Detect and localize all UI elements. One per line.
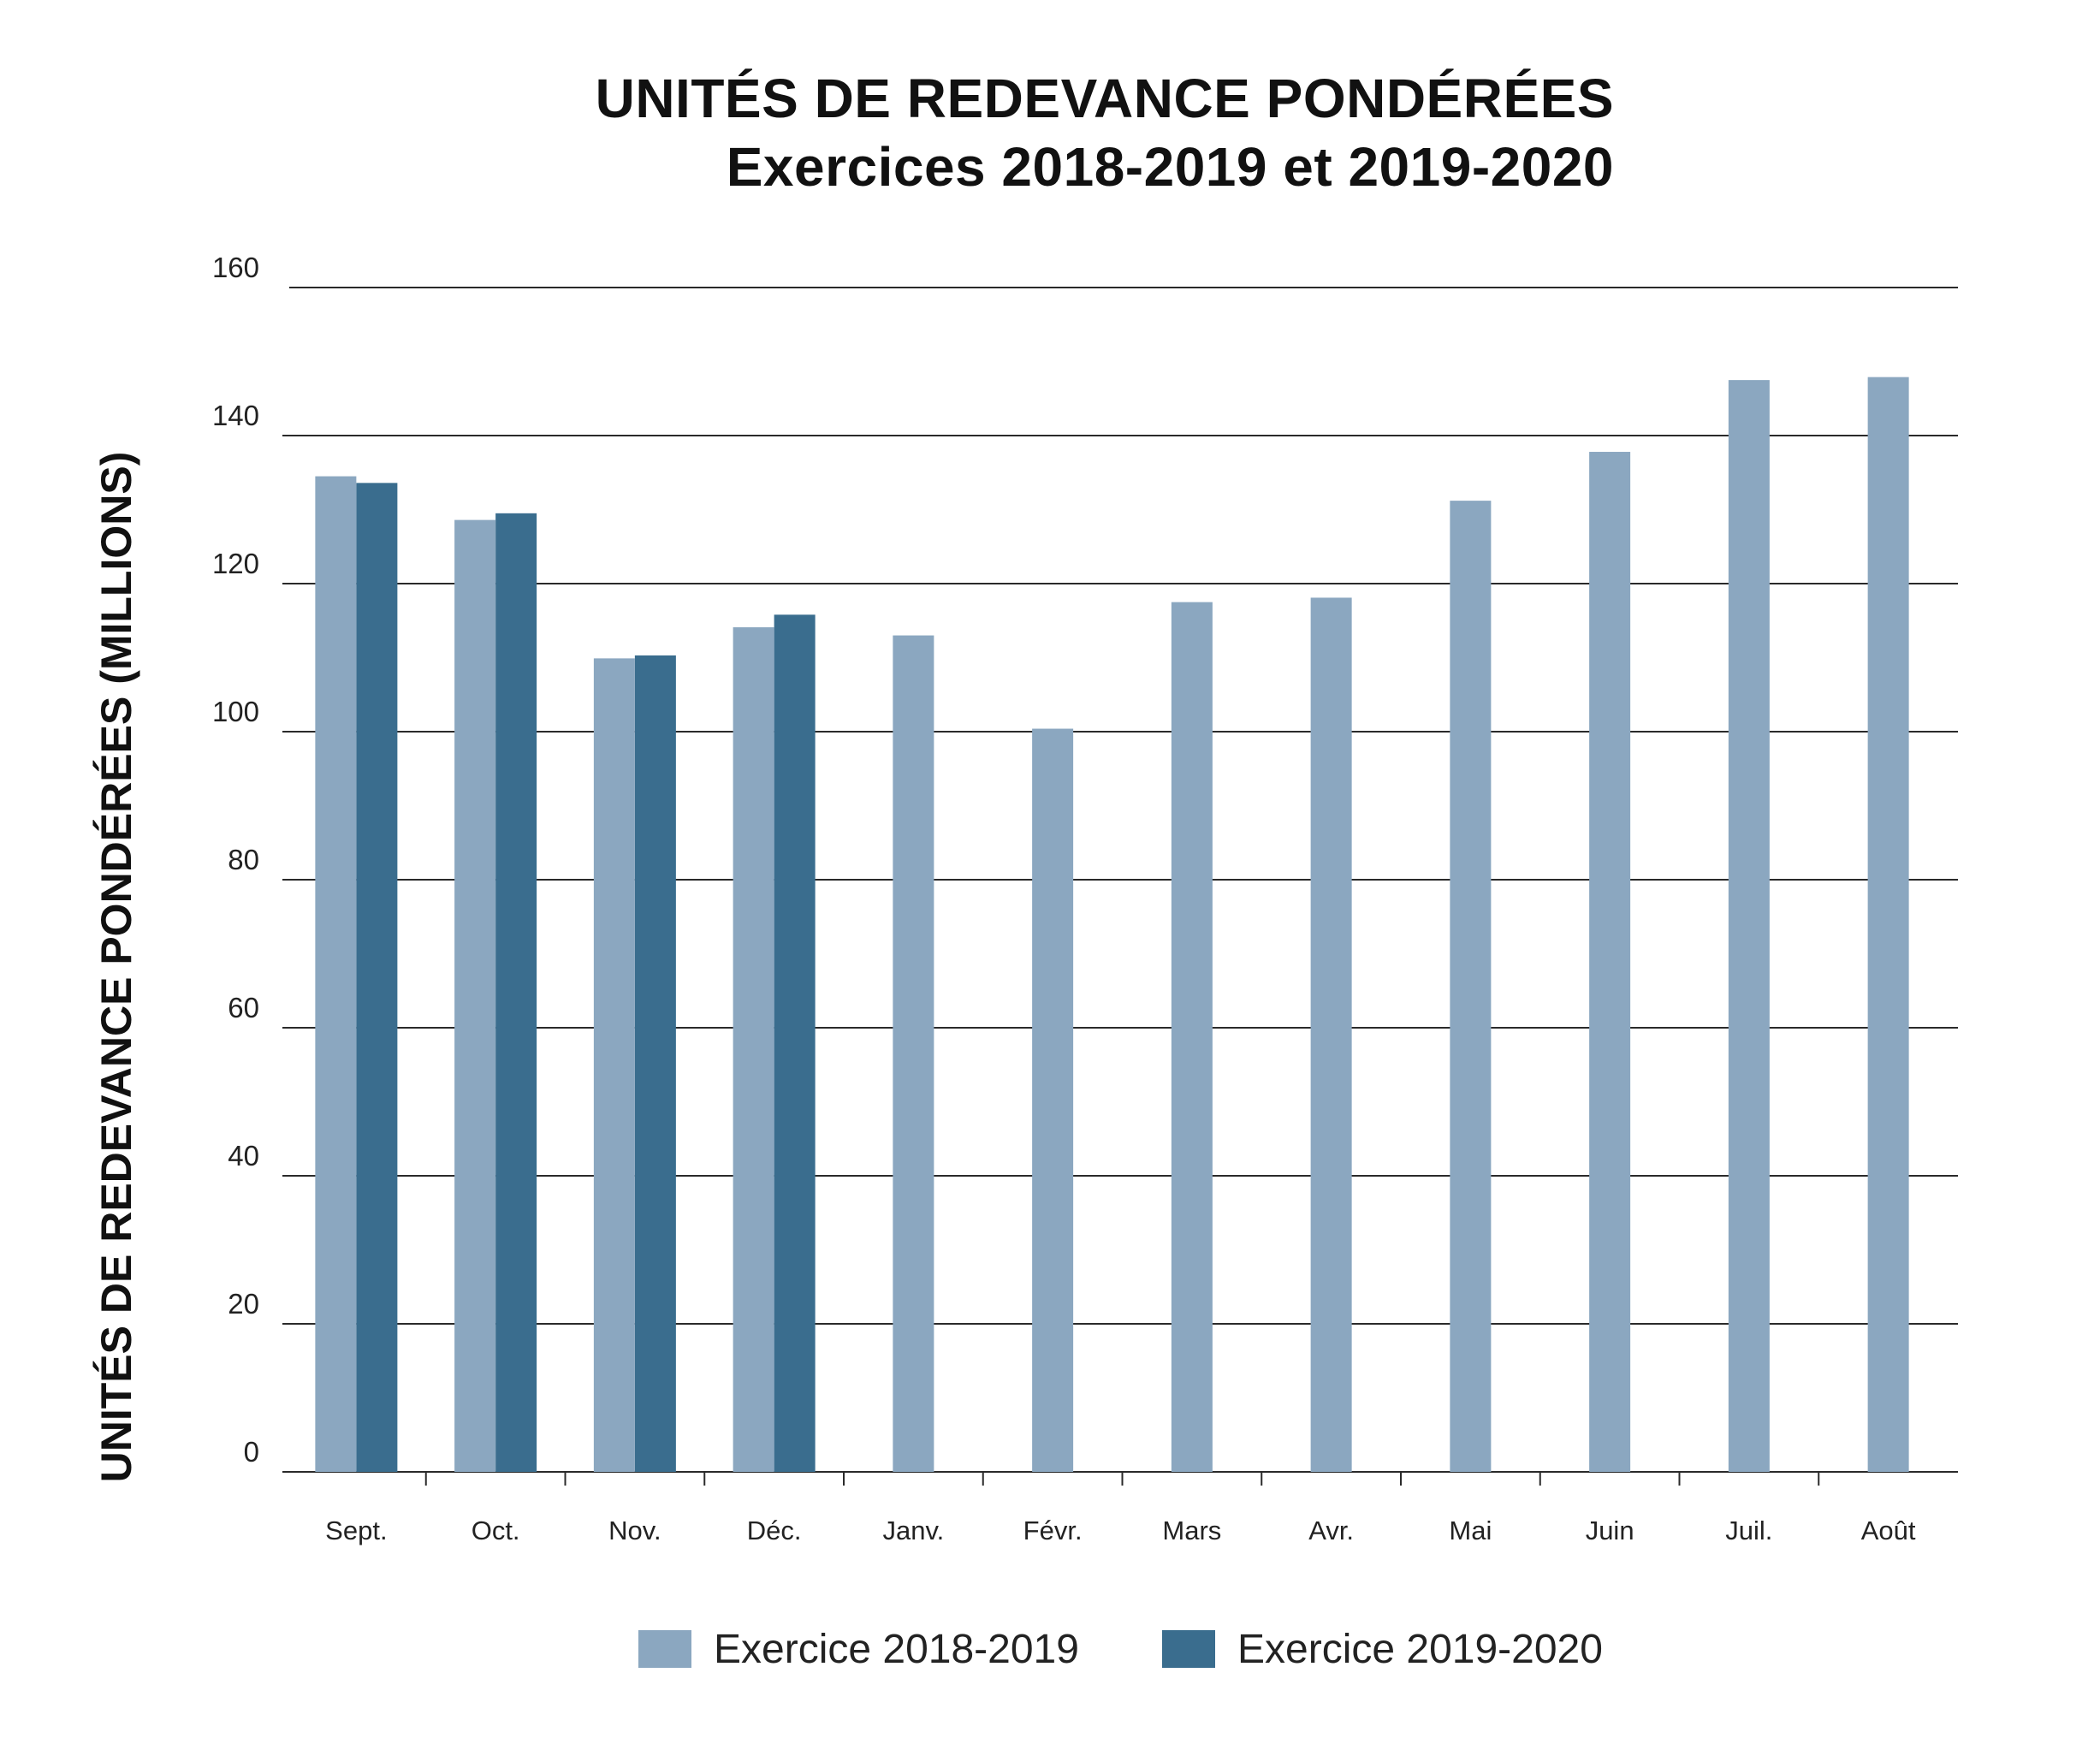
bar-2018-2019 (1728, 380, 1770, 1472)
bar-2019-2020 (634, 655, 676, 1472)
bar-2018-2019 (1867, 377, 1909, 1472)
bar-2018-2019 (454, 519, 496, 1472)
legend-item-2019-2020: Exercice 2019-2020 (1162, 1623, 1603, 1675)
y-tick-label: 160 (212, 252, 259, 283)
x-tick-label: Nov. (608, 1516, 661, 1545)
y-tick-label: 80 (228, 844, 259, 875)
legend-label-2018-2019: Exercice 2018-2019 (714, 1626, 1079, 1672)
chart-subtitle: Exercices 2018-2019 et 2019-2020 (726, 136, 1614, 198)
chart-title-line1: UNITÉS DE REDEVANCE PONDÉRÉES (595, 68, 1614, 129)
x-tick-label: Oct. (472, 1516, 520, 1545)
bar-2018-2019 (593, 658, 635, 1472)
bar-2018-2019 (315, 476, 357, 1473)
gridlines (282, 287, 1958, 1473)
bar-2018-2019 (1310, 597, 1352, 1472)
bar-2019-2020 (495, 513, 537, 1473)
x-axis: 0 20 40 60 80 100 120 140 160 Sept. Oct. Nov. Déc. Ja… (212, 252, 1916, 1545)
legend-label-2019-2020: Exercice 2019-2020 (1237, 1626, 1603, 1672)
x-tick-label: Janv. (882, 1516, 944, 1545)
y-tick-label: 20 (228, 1288, 259, 1320)
bar-2018-2019 (1171, 602, 1213, 1472)
y-tick-label: 120 (212, 548, 259, 579)
bar-2019-2020 (356, 483, 398, 1472)
x-tick-label: Juil. (1725, 1516, 1772, 1545)
legend-swatch-2019-2020 (1162, 1630, 1215, 1668)
y-tick-label: 140 (212, 400, 259, 431)
y-axis-label: UNITÉS DE REDEVANCE PONDÉRÉES (MILLIONS) (92, 452, 140, 1483)
x-tick-label: Févr. (1023, 1516, 1083, 1545)
y-tick-label: 0 (244, 1436, 259, 1468)
legend-swatch-2018-2019 (638, 1630, 691, 1668)
bar-2018-2019 (893, 635, 934, 1472)
bar-2018-2019 (1450, 501, 1492, 1472)
x-tick-label: Mars (1162, 1516, 1221, 1545)
legend: Exercice 2018-2019 Exercice 2019-2020 (0, 1623, 2100, 1675)
y-tick-label: 60 (228, 992, 259, 1023)
x-tick-label: Août (1861, 1516, 1916, 1545)
bars (315, 377, 1909, 1473)
bar-2018-2019 (1032, 728, 1074, 1472)
bar-2018-2019 (733, 627, 774, 1472)
bar-2019-2020 (774, 614, 816, 1472)
legend-item-2018-2019: Exercice 2018-2019 (638, 1623, 1079, 1675)
x-tick-label: Sept. (325, 1516, 387, 1545)
y-tick-label: 100 (212, 696, 259, 727)
bar-2018-2019 (1589, 452, 1631, 1472)
x-tick-label: Mai (1449, 1516, 1492, 1545)
x-tick-label: Déc. (747, 1516, 802, 1545)
x-tick-label: Avr. (1308, 1516, 1354, 1545)
y-tick-label: 40 (228, 1140, 259, 1172)
x-tick-label: Juin (1586, 1516, 1634, 1545)
